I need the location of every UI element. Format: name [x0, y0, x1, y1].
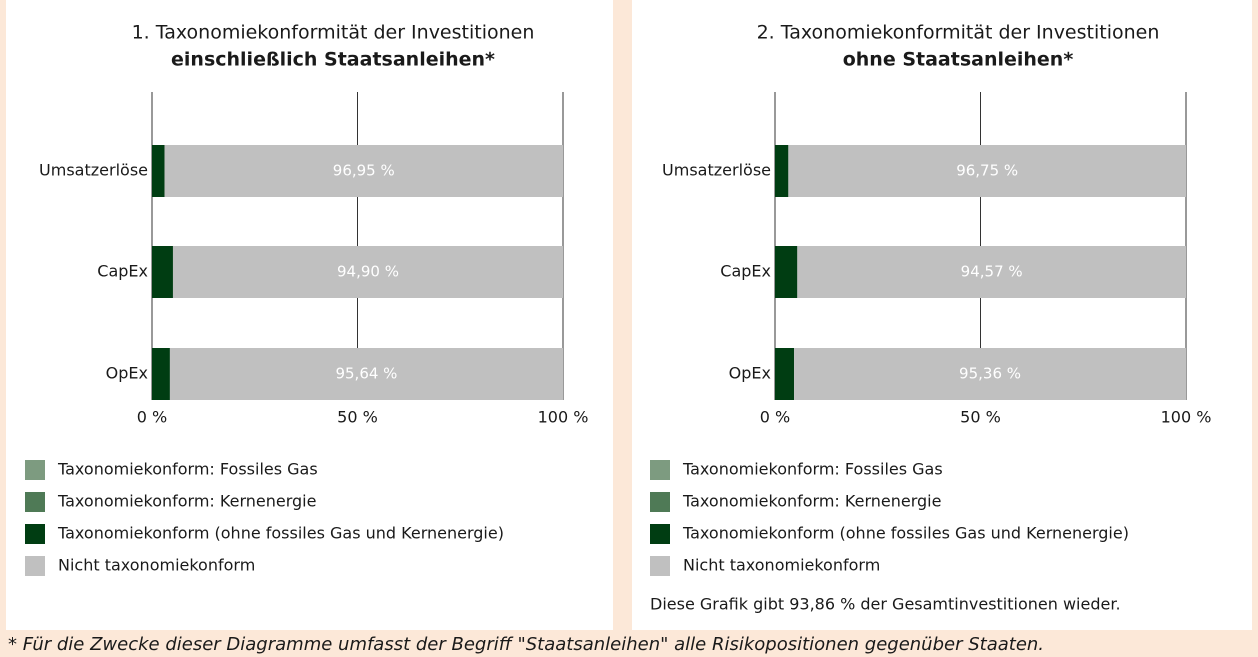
chart-subtitle: einschließlich Staatsanleihen*	[171, 49, 495, 71]
x-tick-label: 50 %	[337, 408, 378, 427]
y-tick-label: CapEx	[720, 262, 771, 281]
legend-label: Taxonomiekonform: Kernenergie	[682, 492, 941, 511]
y-tick-label: OpEx	[106, 364, 148, 383]
value-label: 96,75 %	[956, 162, 1018, 180]
panel	[632, 0, 1252, 630]
legend-swatch	[25, 492, 45, 512]
legend-swatch	[650, 524, 670, 544]
y-tick-label: Umsatzerlöse	[662, 161, 771, 180]
legend-label: Taxonomiekonform: Fossiles Gas	[57, 460, 318, 479]
bar-segment	[797, 246, 1186, 298]
chart-title: 1. Taxonomiekonformität der Investitione…	[132, 22, 535, 44]
footnote: * Für die Zwecke dieser Diagramme umfass…	[8, 634, 1044, 655]
chart-title: 2. Taxonomiekonformität der Investitione…	[757, 22, 1160, 44]
value-label: 95,36 %	[959, 365, 1021, 383]
legend-swatch	[650, 556, 670, 576]
legend-label: Taxonomiekonform: Fossiles Gas	[682, 460, 943, 479]
value-label: 94,57 %	[961, 263, 1023, 281]
x-tick-label: 0 %	[137, 408, 167, 427]
legend-swatch	[650, 460, 670, 480]
bar-segment	[164, 145, 563, 197]
bar-segment	[172, 246, 563, 298]
bar-segment	[152, 246, 173, 298]
x-tick-label: 50 %	[960, 408, 1001, 427]
legend-label: Taxonomiekonform (ohne fossiles Gas und …	[682, 524, 1129, 543]
legend-swatch	[25, 460, 45, 480]
x-tick-label: 100 %	[538, 408, 589, 427]
x-tick-label: 0 %	[760, 408, 790, 427]
bar-segment	[152, 348, 170, 400]
legend-swatch	[25, 556, 45, 576]
legend-swatch	[650, 492, 670, 512]
bar-segment	[775, 348, 795, 400]
legend-label: Taxonomiekonform (ohne fossiles Gas und …	[57, 524, 504, 543]
value-label: 96,95 %	[333, 162, 395, 180]
bar-segment	[775, 246, 798, 298]
y-tick-label: OpEx	[729, 364, 771, 383]
y-tick-label: Umsatzerlöse	[39, 161, 148, 180]
x-tick-label: 100 %	[1161, 408, 1212, 427]
value-label: 94,90 %	[337, 263, 399, 281]
y-tick-label: CapEx	[97, 262, 148, 281]
legend-label: Nicht taxonomiekonform	[683, 556, 880, 575]
panel	[6, 0, 613, 630]
legend-swatch	[25, 524, 45, 544]
chart-subtitle: ohne Staatsanleihen*	[843, 49, 1074, 71]
bar-segment	[788, 145, 1186, 197]
legend-label: Taxonomiekonform: Kernenergie	[57, 492, 316, 511]
bar-segment	[775, 145, 789, 197]
note: Diese Grafik gibt 93,86 % der Gesamtinve…	[650, 595, 1121, 614]
bar-segment	[169, 348, 563, 400]
bar-segment	[152, 145, 165, 197]
value-label: 95,64 %	[335, 365, 397, 383]
legend-label: Nicht taxonomiekonform	[58, 556, 255, 575]
bar-segment	[794, 348, 1186, 400]
